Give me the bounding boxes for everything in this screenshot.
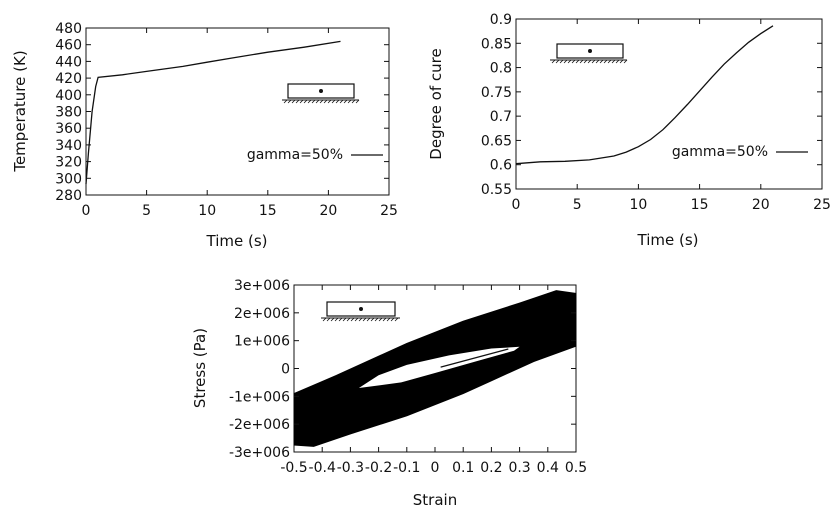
y-tick-label: 0.85 (481, 36, 512, 52)
x-tick-label: 0 (431, 460, 440, 476)
y-tick-label: 380 (55, 105, 82, 121)
y-tick-label: 0.8 (490, 61, 512, 77)
x-axis-label: Time (s) (206, 232, 268, 250)
y-tick-label: 360 (55, 121, 82, 137)
y-tick-label: 340 (55, 138, 82, 154)
x-ticks: 0 5 10 15 20 25 (512, 19, 831, 213)
x-tick-label: 0 (512, 197, 521, 213)
y-tick-label: 0.75 (481, 85, 512, 101)
y-ticks: -3e+006 -2e+006 -1e+006 0 1e+006 2e+006 3e+006 (229, 278, 576, 461)
x-tick-label: 0.2 (480, 460, 502, 476)
chart-cure: 0 5 10 15 20 25 0.550.60.650.70.750.80.850.9 … (427, 12, 831, 249)
y-axis-label: Temperature (K) (11, 50, 29, 172)
x-tick-label: -0.4 (309, 460, 336, 476)
x-tick-label: 15 (259, 203, 277, 219)
legend: gamma=50% (672, 144, 808, 160)
x-tick-label: -0.3 (337, 460, 364, 476)
x-tick-label: 0.4 (537, 460, 559, 476)
series-line (515, 25, 774, 165)
y-tick-label: 1e+006 (234, 334, 290, 350)
x-ticks: 0 5 10 15 20 25 (82, 28, 398, 219)
x-tick-label: 10 (629, 197, 647, 213)
series-line (85, 40, 341, 185)
y-tick-label: 0.55 (481, 182, 512, 198)
specimen-icon (550, 43, 628, 64)
legend-label: gamma=50% (247, 147, 343, 163)
y-tick-label: 480 (55, 21, 82, 37)
legend: gamma=50% (247, 147, 383, 163)
legend-label: gamma=50% (672, 144, 768, 160)
x-tick-label: 20 (752, 197, 770, 213)
x-tick-label: 15 (691, 197, 709, 213)
specimen-icon (321, 301, 400, 322)
plot-frame (515, 18, 823, 190)
y-tick-label: -3e+006 (229, 445, 290, 461)
x-ticks: -0.5 -0.4 -0.3 -0.2 -0.1 0 0.1 0.2 0.3 0.4 0.5 (280, 285, 587, 476)
y-tick-label: 280 (55, 188, 82, 204)
x-tick-label: 10 (198, 203, 216, 219)
y-ticks: 0.55 0.6 0.65 0.7 0.75 0.8 0.85 0.9 (481, 12, 822, 198)
x-tick-label: 0.1 (452, 460, 474, 476)
y-tick-label: 400 (55, 88, 82, 104)
y-tick-label: 320 (55, 155, 82, 171)
x-tick-label: 5 (573, 197, 582, 213)
y-tick-label: -1e+006 (229, 389, 290, 405)
series-lines (515, 25, 774, 165)
y-tick-label: 0 (281, 362, 290, 378)
x-tick-label: -0.2 (365, 460, 392, 476)
initial-loading-line (440, 348, 509, 368)
x-tick-label: 5 (142, 203, 151, 219)
chart-stress-strain: -0.5 -0.4 -0.3 -0.2 -0.1 0 0.1 0.2 0.3 0.4 0.5 -3e… (191, 278, 587, 509)
y-axis-label: Stress (Pa) (191, 328, 209, 408)
y-tick-label: 300 (55, 171, 82, 187)
hysteresis-band (293, 290, 577, 447)
x-tick-label: 20 (319, 203, 337, 219)
y-tick-label: 440 (55, 54, 82, 70)
y-tick-label: 2e+006 (234, 306, 290, 322)
y-tick-label: 3e+006 (234, 278, 290, 294)
x-axis-label: Time (s) (637, 231, 699, 249)
y-tick-label: 420 (55, 71, 82, 87)
x-tick-label: -0.5 (280, 460, 307, 476)
x-tick-label: 0 (82, 203, 91, 219)
y-tick-label: 0.65 (481, 133, 512, 149)
y-tick-label: 460 (55, 38, 82, 54)
y-tick-label: -2e+006 (229, 417, 290, 433)
plot-frame (85, 27, 390, 196)
x-tick-label: -0.1 (393, 460, 420, 476)
chart-temperature: 0 5 10 15 20 25 28030032034036038040042044046… (11, 21, 398, 250)
series-lines (85, 40, 341, 185)
x-tick-label: 0.5 (565, 460, 587, 476)
y-axis-label: Degree of cure (427, 48, 445, 159)
x-axis-label: Strain (413, 491, 457, 509)
x-tick-label: 25 (813, 197, 831, 213)
x-tick-label: 25 (380, 203, 398, 219)
y-tick-label: 0.9 (490, 12, 512, 28)
y-tick-label: 0.6 (490, 158, 512, 174)
x-tick-label: 0.3 (508, 460, 530, 476)
y-tick-label: 0.7 (490, 109, 512, 125)
specimen-icon (282, 83, 360, 104)
